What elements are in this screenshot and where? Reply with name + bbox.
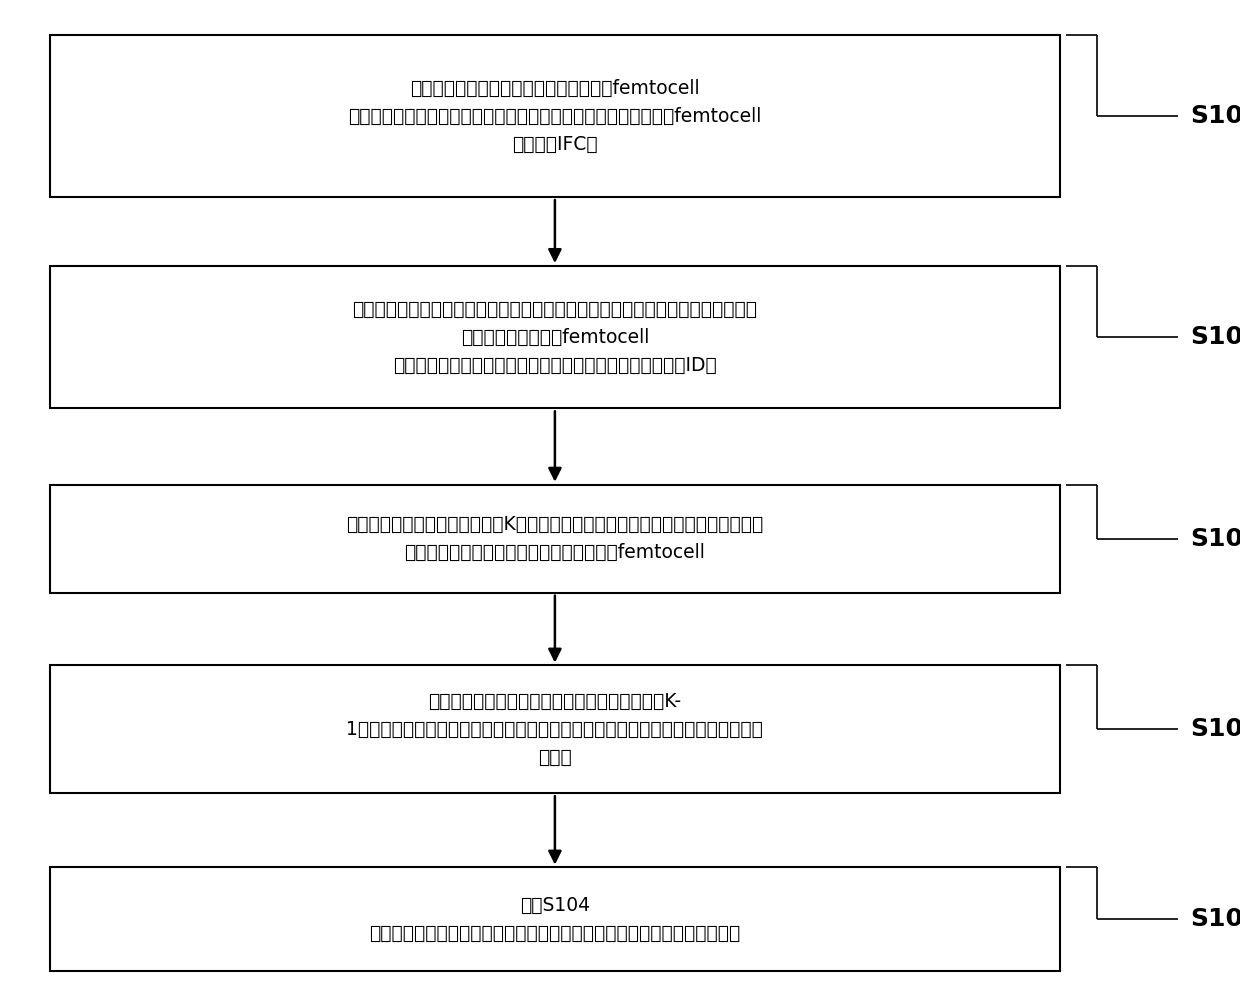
Text: S102: S102 [1190, 325, 1240, 349]
FancyBboxPatch shape [50, 868, 1060, 971]
Text: 宏小区根据反馈信息选择一组（K）备选的宏用户进行调度，这类宏用户的特征是，
宏用户所对应的干扰簇应该包含互不相同的femtocell: 宏小区根据反馈信息选择一组（K）备选的宏用户进行调度，这类宏用户的特征是， 宏用… [346, 515, 764, 562]
FancyBboxPatch shape [50, 34, 1060, 197]
Text: S101: S101 [1190, 104, 1240, 128]
Text: 在异构网络环境下，每个具有认知能力的femtocell
都能感知到周围是否存在宏用户，在每个宏用户周围就形成了一个femtocell
干扰簇（IFC）: 在异构网络环境下，每个具有认知能力的femtocell 都能感知到周围是否存在宏… [348, 79, 761, 153]
FancyBboxPatch shape [50, 485, 1060, 593]
Text: 请求接入网络的宏用户所对应的干扰簇通过反馈链路向宏基站报告反馈信息，信息
包含：干扰簇中所有femtocell
发送数据速率的估计值以及干扰簇所对应的宏用户的身: 请求接入网络的宏用户所对应的干扰簇通过反馈链路向宏基站报告反馈信息，信息 包含：… [352, 300, 758, 375]
Text: S103: S103 [1190, 527, 1240, 550]
Text: 重复S104
的步骤，并保证在每个时隙都是不同的静默宏用户，直至完成整个调度周期: 重复S104 的步骤，并保证在每个时隙都是不同的静默宏用户，直至完成整个调度周期 [370, 896, 740, 943]
FancyBboxPatch shape [50, 265, 1060, 409]
Text: 宏小区依据当前时隙的宏用户的信道信息，选择K-
1个宏用户传输数据，并通知剩余的宏用户（静默宏用户）对应的干扰簇在该时隙正
常通信: 宏小区依据当前时隙的宏用户的信道信息，选择K- 1个宏用户传输数据，并通知剩余的… [346, 692, 764, 767]
FancyBboxPatch shape [50, 665, 1060, 793]
Text: S105: S105 [1190, 907, 1240, 931]
Text: S104: S104 [1190, 718, 1240, 741]
